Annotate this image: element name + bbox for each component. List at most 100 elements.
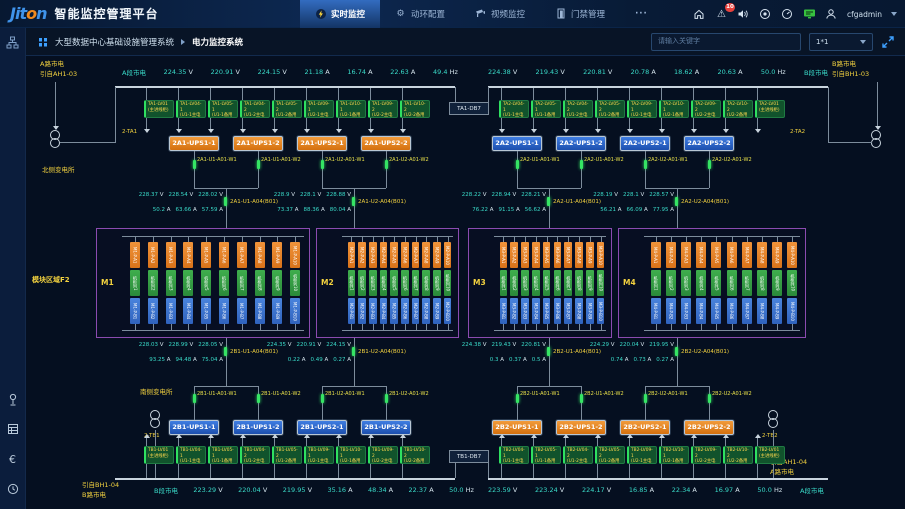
ups-unit[interactable]: 2B1-UPS2-1 <box>297 420 347 435</box>
busway-bar-b[interactable]: M4-P-B5 <box>711 298 722 324</box>
busway-bar-a[interactable]: M3-P-A5 <box>542 242 551 268</box>
feeder-box[interactable]: TA2-LV05-1(U1-1备用电源) <box>531 100 561 118</box>
busway-bar-b[interactable]: M2-P-B4 <box>379 298 388 324</box>
cabinet-bar[interactable]: 机柜列4 <box>379 270 388 296</box>
busway-bar-b[interactable]: M4-P-B4 <box>696 298 707 324</box>
cabinet-bar[interactable]: 机柜列10 <box>596 270 605 296</box>
gauge-icon[interactable] <box>781 8 794 21</box>
fullscreen-icon[interactable] <box>881 35 895 49</box>
ups-unit[interactable]: 2A1-UPS1-1 <box>169 136 219 151</box>
busway-bar-b[interactable]: M2-P-B6 <box>401 298 409 324</box>
ups-unit[interactable]: 2A2-UPS2-1 <box>620 136 670 151</box>
ups-unit[interactable]: 2A2-UPS1-2 <box>556 136 606 151</box>
busway-bar-b[interactable]: M3-P-B3 <box>521 298 529 324</box>
busway-bar-b[interactable]: M4-P-B9 <box>772 298 783 324</box>
ups-unit[interactable]: 2B2-UPS2-1 <box>620 420 670 435</box>
cabinet-bar[interactable]: 机柜列3 <box>165 270 176 296</box>
busway-bar-a[interactable]: M1-P-A2 <box>147 242 158 268</box>
ups-unit[interactable]: 2A2-UPS1-1 <box>492 136 542 151</box>
busway-bar-a[interactable]: M2-P-A2 <box>358 242 366 268</box>
busway-bar-a[interactable]: M4-P-A7 <box>741 242 752 268</box>
busway-bar-a[interactable]: M1-P-A9 <box>272 242 283 268</box>
tab-env-config[interactable]: ⚙ 动环配置 <box>380 0 460 28</box>
cabinet-bar[interactable]: 机柜列5 <box>201 270 212 296</box>
busway-bar-a[interactable]: M3-P-A3 <box>521 242 529 268</box>
busway-bar-a[interactable]: M1-P-A7 <box>236 242 247 268</box>
busway-bar-b[interactable]: M3-P-B10 <box>596 298 605 324</box>
feeder-box[interactable]: TA1-LV10-2(U2-2备用电源) <box>400 100 430 118</box>
ups-unit[interactable]: 2A1-UPS2-2 <box>361 136 411 151</box>
feeder-box[interactable]: TA1-LV04-1(U1-1主电源) <box>176 100 206 118</box>
busway-bar-b[interactable]: M3-P-B5 <box>542 298 551 324</box>
feeder-box[interactable]: TB2-LV05-2(U1-2备用电源) <box>595 446 625 464</box>
currency-icon[interactable]: € <box>9 452 16 466</box>
busway-bar-b[interactable]: M4-P-B1 <box>650 298 661 324</box>
monitor-icon[interactable] <box>803 8 816 21</box>
breadcrumb-root[interactable]: 大型数据中心基础设施管理系统 <box>55 37 175 48</box>
cabinet-bar[interactable]: 机柜列7 <box>564 270 573 296</box>
cabinet-bar[interactable]: 机柜列3 <box>681 270 691 296</box>
busway-bar-a[interactable]: M4-P-A2 <box>665 242 676 268</box>
feeder-box[interactable]: TA2-LV04-2(U1-2主电源) <box>563 100 593 118</box>
busway-bar-a[interactable]: M4-P-A6 <box>726 242 737 268</box>
feeder-box[interactable]: TB2-LV05-1(U1-1备用电源) <box>531 446 561 464</box>
feeder-box[interactable]: TB1-LV09-1(U2-1主电源) <box>304 446 334 464</box>
feeder-box[interactable]: TB1-LV05-1(U1-1备用电源) <box>208 446 238 464</box>
feeder-box[interactable]: TB2-LV04-1(U1-1主电源) <box>499 446 529 464</box>
busway-bar-b[interactable]: M4-P-B10 <box>787 298 798 324</box>
busway-bar-a[interactable]: M3-P-A2 <box>510 242 519 268</box>
bus-tie-box[interactable]: TA1-DB7 <box>449 102 489 115</box>
feeder-box[interactable]: TA1-LV05-1(U1-1备用电源) <box>208 100 238 118</box>
bus-tie-box[interactable]: TB1-DB7 <box>449 450 489 463</box>
cabinet-bar[interactable]: 机柜列7 <box>741 270 752 296</box>
username-label[interactable]: cfgadmin <box>846 9 882 19</box>
cabinet-bar[interactable]: 机柜列2 <box>147 270 158 296</box>
cabinet-bar[interactable]: 机柜列4 <box>696 270 707 296</box>
busway-bar-b[interactable]: M4-P-B7 <box>741 298 752 324</box>
busway-bar-b[interactable]: M1-P-B9 <box>272 298 283 324</box>
busway-bar-b[interactable]: M2-P-B9 <box>433 298 441 324</box>
busway-bar-a[interactable]: M1-P-A1 <box>129 242 140 268</box>
busway-bar-b[interactable]: M3-P-B8 <box>575 298 583 324</box>
busway-bar-a[interactable]: M2-P-A6 <box>401 242 409 268</box>
feeder-box[interactable]: TB1-LV05-2(U1-2备用电源) <box>272 446 302 464</box>
feeder-box[interactable]: TA2-LV05-2(U1-2备用电源) <box>595 100 625 118</box>
cabinet-bar[interactable]: 机柜列6 <box>553 270 562 296</box>
home-icon[interactable] <box>693 8 706 21</box>
location-pin-icon[interactable] <box>5 391 21 407</box>
ups-unit[interactable]: 2A1-UPS2-1 <box>297 136 347 151</box>
busway-bar-b[interactable]: M1-P-B3 <box>165 298 176 324</box>
busway-bar-a[interactable]: M2-P-A10 <box>443 242 452 268</box>
feeder-box[interactable]: TA1-LV09-2(U2-2主电源) <box>368 100 398 118</box>
layout-select[interactable]: 1*1 <box>809 32 873 51</box>
busway-bar-b[interactable]: M4-P-B2 <box>665 298 676 324</box>
table-report-icon[interactable] <box>5 421 21 437</box>
busway-bar-b[interactable]: M2-P-B8 <box>422 298 431 324</box>
busway-bar-b[interactable]: M1-P-B7 <box>236 298 247 324</box>
busway-bar-b[interactable]: M1-P-B6 <box>218 298 229 324</box>
speaker-icon[interactable] <box>737 8 750 21</box>
tab-access-control[interactable]: 门禁管理 <box>540 0 620 28</box>
cabinet-bar[interactable]: 机柜列8 <box>254 270 265 296</box>
feeder-box[interactable]: TA2-LV01 (主进线柜) <box>755 100 785 118</box>
ups-unit[interactable]: 2B1-UPS1-2 <box>233 420 283 435</box>
feeder-box[interactable]: TB1-LV04-2(U1-2主电源) <box>240 446 270 464</box>
feeder-box[interactable]: TA1-LV04-2(U1-2主电源) <box>240 100 270 118</box>
busway-bar-b[interactable]: M3-P-B1 <box>499 298 508 324</box>
busway-bar-a[interactable]: M3-P-A4 <box>531 242 540 268</box>
cabinet-bar[interactable]: 机柜列10 <box>787 270 798 296</box>
search-input[interactable] <box>651 32 801 51</box>
cabinet-bar[interactable]: 机柜列1 <box>347 270 356 296</box>
tab-video-surveillance[interactable]: 视频监控 <box>460 0 540 28</box>
cabinet-bar[interactable]: 机柜列1 <box>499 270 508 296</box>
busway-bar-b[interactable]: M3-P-B7 <box>564 298 573 324</box>
busway-bar-a[interactable]: M1-P-A10 <box>290 242 301 268</box>
cabinet-bar[interactable]: 机柜列5 <box>711 270 722 296</box>
busway-bar-b[interactable]: M2-P-B1 <box>347 298 356 324</box>
feeder-box[interactable]: TB1-LV10-2(U2-2备用电源) <box>400 446 430 464</box>
busway-bar-b[interactable]: M2-P-B5 <box>390 298 398 324</box>
cabinet-bar[interactable]: 机柜列4 <box>183 270 194 296</box>
feeder-box[interactable]: TA1-LV01 (主进线柜) <box>144 100 174 118</box>
cabinet-bar[interactable]: 机柜列6 <box>726 270 737 296</box>
tab-realtime-monitoring[interactable]: 实时监控 <box>300 0 381 28</box>
